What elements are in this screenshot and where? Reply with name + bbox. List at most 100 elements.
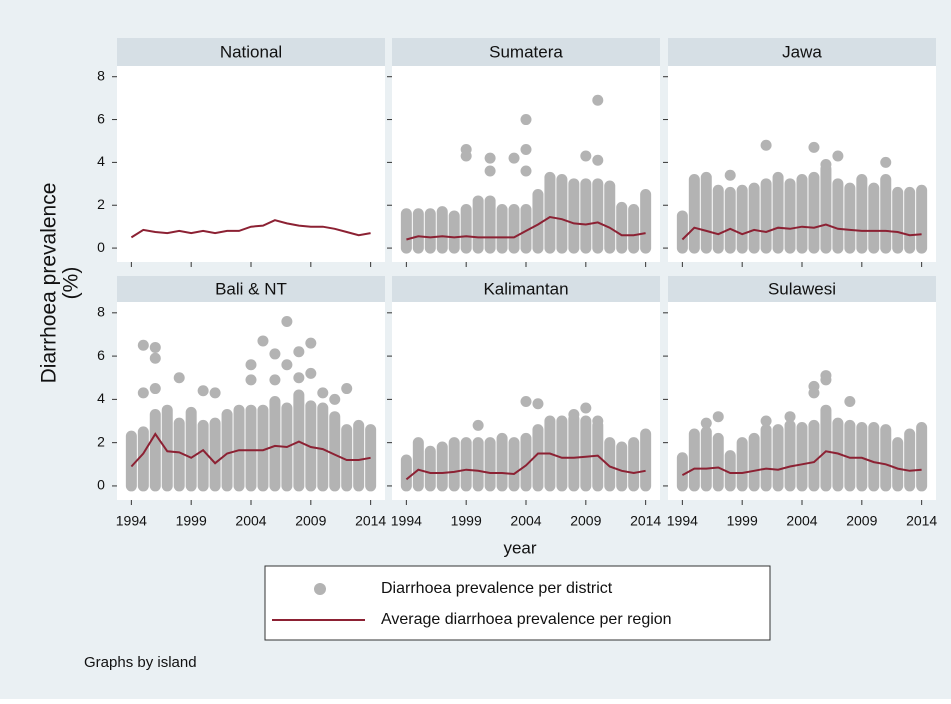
- district-column: [640, 189, 652, 254]
- district-column: [185, 406, 197, 492]
- district-point: [317, 387, 329, 399]
- district-column: [532, 189, 544, 254]
- district-column: [424, 445, 436, 492]
- y-tick-label: 2: [97, 196, 105, 212]
- district-column: [772, 424, 784, 492]
- panel-title-bar: [668, 276, 936, 302]
- district-column: [868, 182, 880, 254]
- district-column: [125, 430, 137, 492]
- district-point: [245, 374, 257, 386]
- district-column: [628, 437, 640, 492]
- x-tick-label: 2004: [235, 513, 266, 529]
- district-point: [520, 396, 532, 408]
- average-line: [681, 450, 922, 476]
- district-column: [688, 428, 700, 492]
- y-tick-label: 8: [97, 304, 105, 320]
- district-column: [544, 171, 556, 254]
- district-column: [844, 182, 856, 254]
- district-column: [329, 411, 341, 492]
- district-point: [149, 352, 161, 364]
- x-tick-label: 2004: [510, 513, 541, 529]
- x-tick-label: 2009: [570, 513, 601, 529]
- district-point: [245, 359, 257, 371]
- x-tick-label: 2009: [295, 513, 326, 529]
- district-column: [520, 432, 532, 492]
- district-point: [808, 141, 820, 153]
- x-tick-label: 2014: [355, 513, 386, 529]
- district-point: [784, 411, 796, 423]
- district-column: [916, 184, 928, 254]
- district-column: [448, 437, 460, 492]
- district-point: [460, 150, 472, 162]
- district-point: [520, 144, 532, 156]
- district-column: [616, 441, 628, 492]
- district-point: [269, 374, 281, 386]
- district-point: [520, 114, 532, 126]
- district-column: [916, 422, 928, 492]
- district-column: [496, 432, 508, 492]
- district-column: [880, 174, 892, 254]
- district-point: [257, 335, 269, 347]
- x-tick-label: 2014: [630, 513, 661, 529]
- y-axis-label: Diarrhoea prevalence: [38, 183, 61, 384]
- district-column: [880, 424, 892, 492]
- district-point: [329, 393, 341, 405]
- y-axis-label: (%): [60, 267, 83, 300]
- district-column: [317, 402, 329, 492]
- panel-title: National: [220, 42, 282, 61]
- district-column: [305, 400, 317, 492]
- district-column: [484, 195, 496, 254]
- district-point: [808, 387, 820, 399]
- district-column: [472, 195, 484, 254]
- district-column: [269, 396, 281, 492]
- district-column: [472, 437, 484, 492]
- district-point: [484, 165, 496, 177]
- district-column: [149, 409, 161, 492]
- district-column: [892, 186, 904, 254]
- x-tick-label: 1999: [176, 513, 207, 529]
- district-point: [305, 367, 317, 379]
- district-column: [365, 424, 377, 492]
- x-axis-label: year: [503, 538, 536, 557]
- district-point: [844, 396, 856, 408]
- district-column: [700, 426, 712, 492]
- district-column: [628, 204, 640, 254]
- district-point: [532, 398, 544, 410]
- district-point: [820, 374, 832, 386]
- district-column: [173, 417, 185, 492]
- district-column: [496, 204, 508, 254]
- district-column: [820, 404, 832, 492]
- district-column: [580, 178, 592, 254]
- district-column: [556, 415, 568, 492]
- x-tick-label: 1994: [391, 513, 422, 529]
- district-column: [856, 174, 868, 254]
- district-column: [412, 208, 424, 254]
- district-column: [676, 452, 688, 492]
- district-point: [293, 346, 305, 358]
- district-column: [508, 204, 520, 254]
- district-column: [412, 437, 424, 492]
- district-point: [137, 339, 149, 351]
- district-column: [400, 454, 412, 492]
- average-line: [130, 219, 371, 239]
- district-point: [700, 417, 712, 429]
- y-tick-label: 2: [97, 433, 105, 449]
- district-column: [676, 210, 688, 254]
- district-column: [868, 422, 880, 492]
- district-point: [293, 372, 305, 384]
- district-point: [520, 165, 532, 177]
- district-column: [209, 417, 221, 492]
- x-tick-label: 1994: [116, 513, 147, 529]
- district-column: [293, 389, 305, 492]
- panel-title: Jawa: [782, 42, 822, 61]
- district-column: [233, 404, 245, 492]
- district-point: [149, 383, 161, 395]
- y-tick-label: 8: [97, 67, 105, 83]
- district-column: [820, 163, 832, 254]
- district-column: [568, 413, 580, 492]
- district-column: [257, 404, 269, 492]
- district-column: [712, 184, 724, 254]
- district-point: [137, 387, 149, 399]
- panel-title: Sumatera: [489, 42, 563, 61]
- district-point: [760, 415, 772, 427]
